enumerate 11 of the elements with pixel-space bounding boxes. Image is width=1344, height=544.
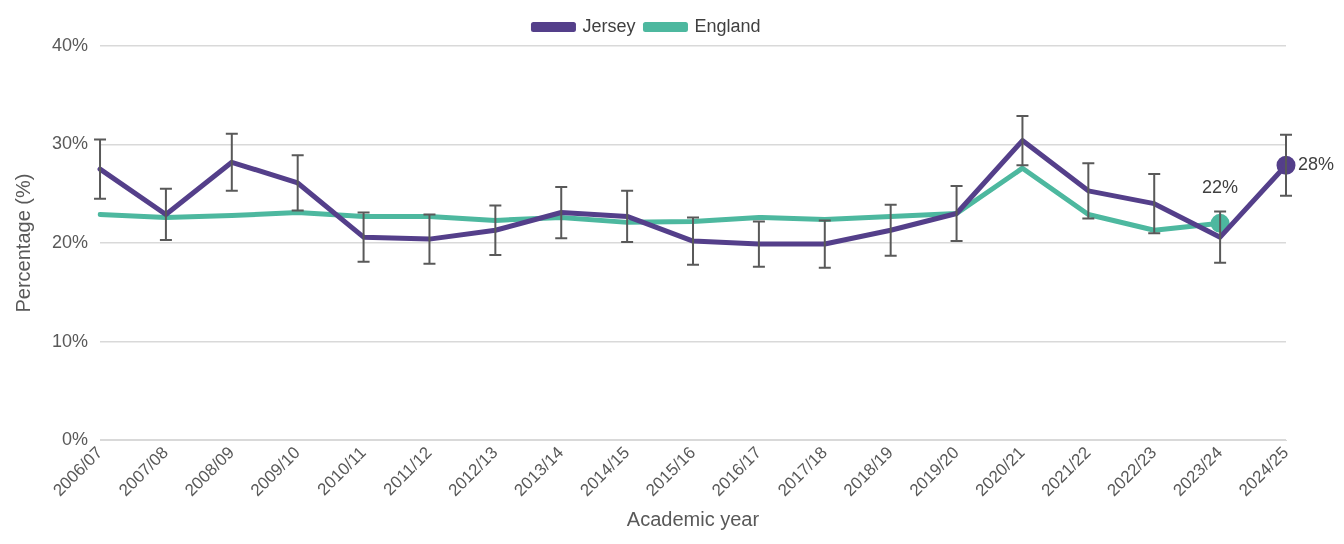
data-label: 22% (1202, 177, 1239, 198)
y-tick-label: 30% (52, 133, 89, 154)
x-axis-title: Academic year (626, 507, 760, 530)
data-label: 28% (1298, 154, 1335, 175)
y-axis-title: Percentage (%) (11, 173, 34, 313)
y-tick-label: 10% (52, 330, 89, 351)
legend-label: Jersey (582, 15, 636, 36)
y-tick-label: 20% (52, 232, 89, 253)
y-tick-label: 0% (62, 429, 89, 450)
y-tick-label: 40% (52, 34, 89, 55)
legend-label: England (694, 15, 761, 36)
